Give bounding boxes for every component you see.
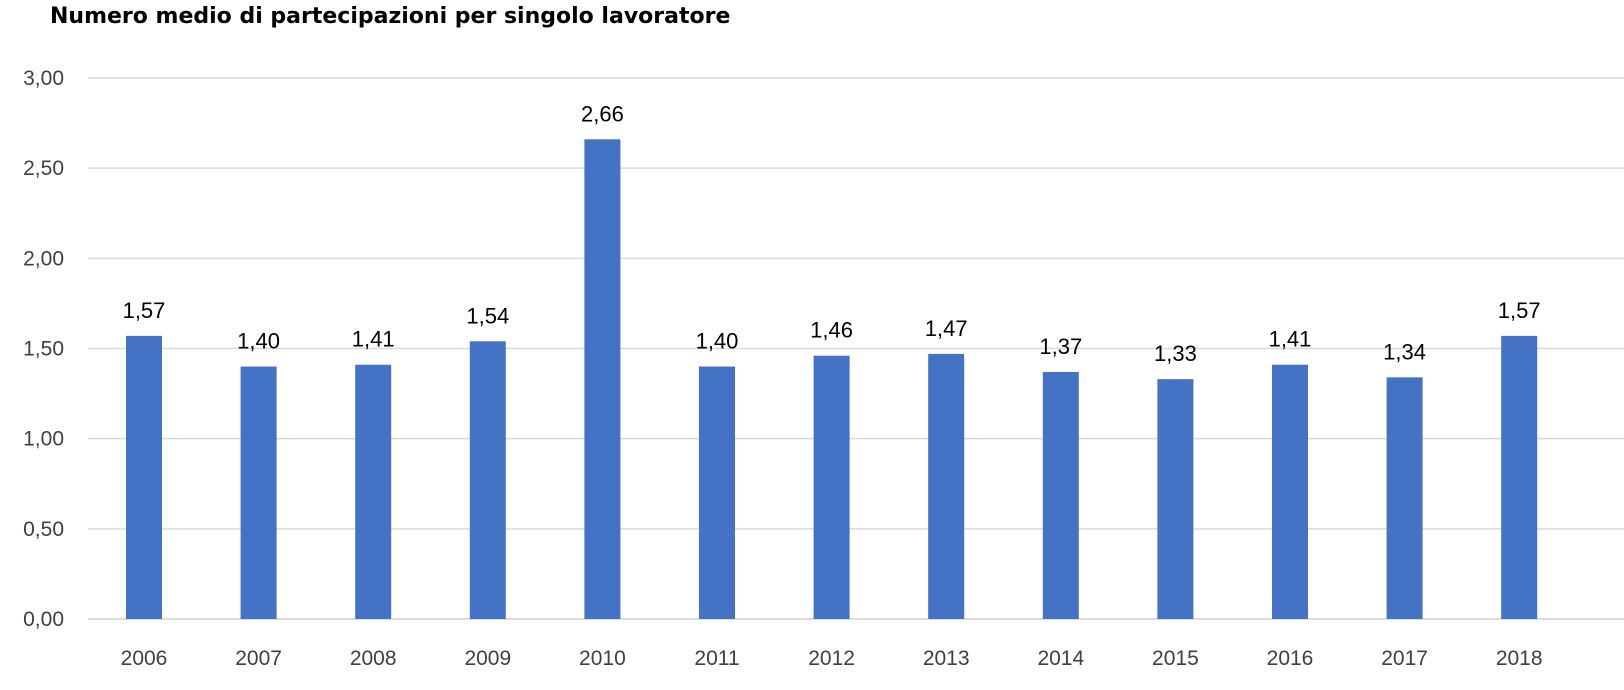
- bar: [584, 139, 621, 619]
- gridlines: [88, 77, 1624, 620]
- data-label: 2,66: [581, 101, 624, 126]
- data-label: 1,57: [1498, 298, 1541, 323]
- x-tick-label: 2018: [1496, 647, 1543, 670]
- x-tick-label: 2009: [464, 647, 511, 670]
- bar: [469, 341, 506, 619]
- y-tick-label: 1,50: [23, 338, 64, 361]
- bar: [1157, 379, 1194, 619]
- data-label: 1,33: [1154, 341, 1197, 366]
- x-tick-label: 2012: [808, 647, 855, 670]
- chart-title: Numero medio di partecipazioni per singo…: [50, 4, 731, 29]
- bar: [699, 366, 735, 619]
- y-tick-label: 0,50: [23, 518, 64, 541]
- x-tick-label: 2010: [579, 647, 626, 670]
- data-label: 1,40: [696, 329, 739, 354]
- x-tick-label: 2016: [1267, 647, 1314, 670]
- x-tick-label: 2011: [694, 647, 739, 670]
- x-tick-label: 2006: [121, 647, 168, 670]
- data-label: 1,34: [1383, 339, 1426, 364]
- bar: [813, 355, 850, 619]
- bar: [1272, 364, 1308, 619]
- bar: [355, 364, 392, 619]
- data-label: 1,37: [1039, 334, 1082, 359]
- y-tick-label: 0,00: [23, 608, 64, 631]
- data-label: 1,47: [925, 316, 968, 341]
- y-tick-label: 2,00: [23, 247, 64, 270]
- bar: [928, 353, 965, 619]
- x-tick-label: 2007: [235, 647, 282, 670]
- x-tick-label: 2015: [1152, 647, 1199, 670]
- data-label: 1,57: [123, 298, 166, 323]
- x-tick-label: 2013: [923, 647, 970, 670]
- x-tick-label: 2014: [1037, 647, 1084, 670]
- bar: [240, 366, 277, 619]
- bar: [1386, 377, 1423, 619]
- bar: [126, 335, 162, 619]
- bar: [1042, 371, 1079, 619]
- y-axis-tick-labels: 0,00 0,50 1,00 1,50 2,00 2,50 3,00: [23, 67, 64, 631]
- x-tick-label: 2008: [350, 647, 397, 670]
- data-label: 1,46: [810, 318, 853, 343]
- data-label: 1,41: [352, 327, 395, 352]
- y-tick-label: 1,00: [23, 428, 64, 451]
- bar: [1501, 335, 1538, 619]
- data-label: 1,41: [1269, 327, 1312, 352]
- y-tick-label: 2,50: [23, 157, 64, 180]
- bars: [126, 139, 1538, 619]
- y-tick-label: 3,00: [23, 67, 64, 90]
- x-axis-tick-labels: 2006 2007 2008 2009 2010 2011 2012 2013 2014 2015…: [121, 647, 1543, 670]
- data-label: 1,54: [466, 303, 509, 328]
- x-tick-label: 2017: [1381, 647, 1428, 670]
- data-labels: 1,57 1,40 1,41 1,54 2,66 1,40 1,46 1,47 1,37 1,33…: [123, 101, 1541, 366]
- data-label: 1,40: [237, 329, 280, 354]
